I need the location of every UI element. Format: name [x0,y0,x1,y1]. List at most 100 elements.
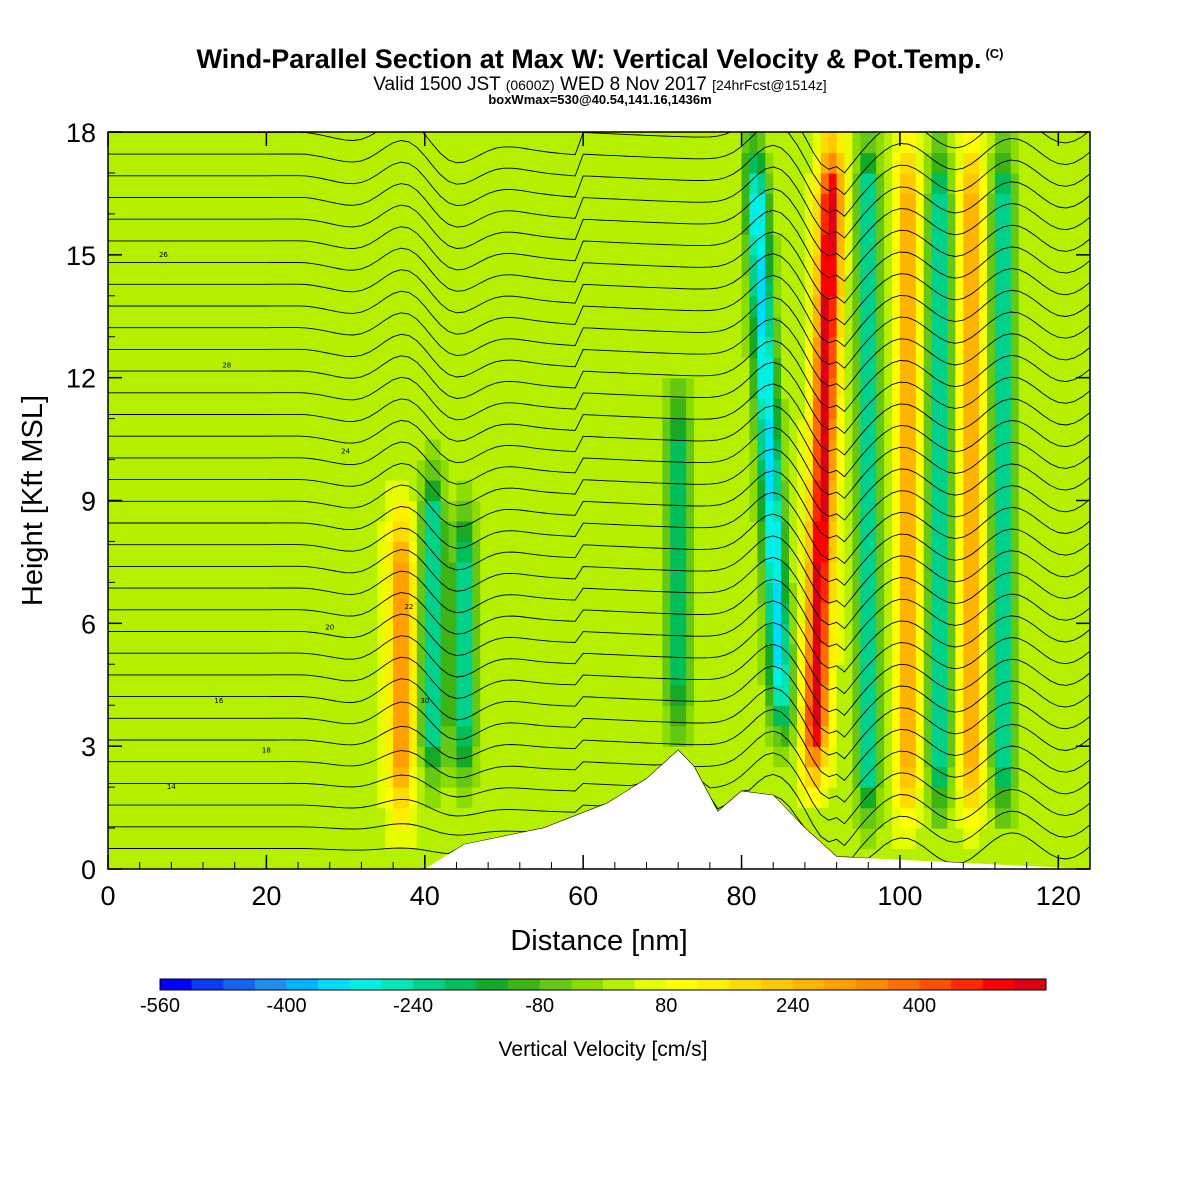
w-cell [575,643,584,665]
w-cell [282,193,291,215]
w-cell [899,377,909,399]
w-cell [361,316,370,338]
w-cell [915,398,925,420]
w-cell [575,234,584,256]
w-cell [472,807,481,829]
w-cell [535,725,545,747]
w-cell [1002,705,1012,727]
w-cell [765,602,774,624]
w-cell [353,705,363,727]
w-cell [733,336,743,358]
w-cell [337,418,347,440]
w-cell [123,725,133,747]
w-cell [1058,746,1067,768]
theta-contour-line [108,622,1090,695]
w-cell [551,500,561,522]
w-cell [337,643,347,665]
w-cell [828,398,838,420]
w-cell [1034,234,1044,256]
w-cell [694,623,703,645]
w-cell [860,336,869,358]
w-cell [147,316,157,338]
w-cell [963,316,972,338]
w-cell [733,172,743,195]
w-cell [781,480,790,502]
w-cell [876,746,885,768]
w-cell [456,234,465,256]
w-cell [393,828,402,850]
w-cell [955,725,964,747]
w-cell [701,459,711,481]
w-cell [939,787,949,809]
w-cell [955,684,964,706]
w-cell [163,480,172,502]
w-cell [955,336,964,358]
w-cell [226,766,236,788]
w-cell [868,132,877,154]
w-cell [899,705,909,727]
w-cell [329,295,339,317]
w-cell [646,725,656,747]
w-cell [131,602,141,624]
w-cell [987,357,996,379]
w-cell [662,193,671,215]
w-cell [361,357,370,379]
w-cell [432,623,442,645]
w-cell [511,336,521,358]
w-cell [1042,152,1052,174]
w-cell [115,275,125,297]
w-cell [115,336,125,358]
w-cell [884,480,893,502]
w-cell [1002,254,1012,276]
w-cell [108,459,117,481]
w-cell [773,316,782,338]
w-cell [226,132,236,154]
w-cell [155,172,165,195]
w-cell [868,418,877,440]
w-cell [345,152,355,174]
w-cell [686,520,695,543]
w-cell [503,602,513,624]
w-cell [321,561,331,583]
w-cell [250,152,260,174]
w-cell [662,623,671,645]
colorbar-swatch [697,979,730,990]
w-cell [147,459,157,481]
w-cell [559,172,568,195]
w-cell [321,193,331,215]
w-cell [123,582,133,604]
w-cell [686,480,695,502]
w-cell [250,766,260,788]
w-cell [123,439,133,461]
w-cell [234,602,244,624]
w-cell [1026,766,1036,788]
w-cell [408,357,418,379]
w-cell [757,520,766,543]
w-cell [282,357,291,379]
w-cell [432,213,442,235]
theta-contour-line [108,318,1090,391]
w-cell [899,664,909,686]
w-cell [868,664,877,686]
w-cell [226,357,236,379]
w-cell [203,787,212,809]
w-cell [313,316,323,338]
w-cell [844,132,854,154]
w-cell [971,746,980,768]
w-cell [496,295,505,317]
w-cell [543,316,553,338]
w-cell [234,234,244,256]
w-cell [868,623,877,645]
w-cell [915,541,925,563]
w-cell [472,213,481,235]
w-cell [464,500,473,522]
w-cell [955,172,964,195]
w-cell [836,602,846,624]
w-cell [646,582,656,604]
w-cell [1026,316,1036,338]
w-cell [329,336,339,358]
w-cell [511,766,521,788]
w-cell [401,664,410,686]
w-cell [923,766,933,788]
